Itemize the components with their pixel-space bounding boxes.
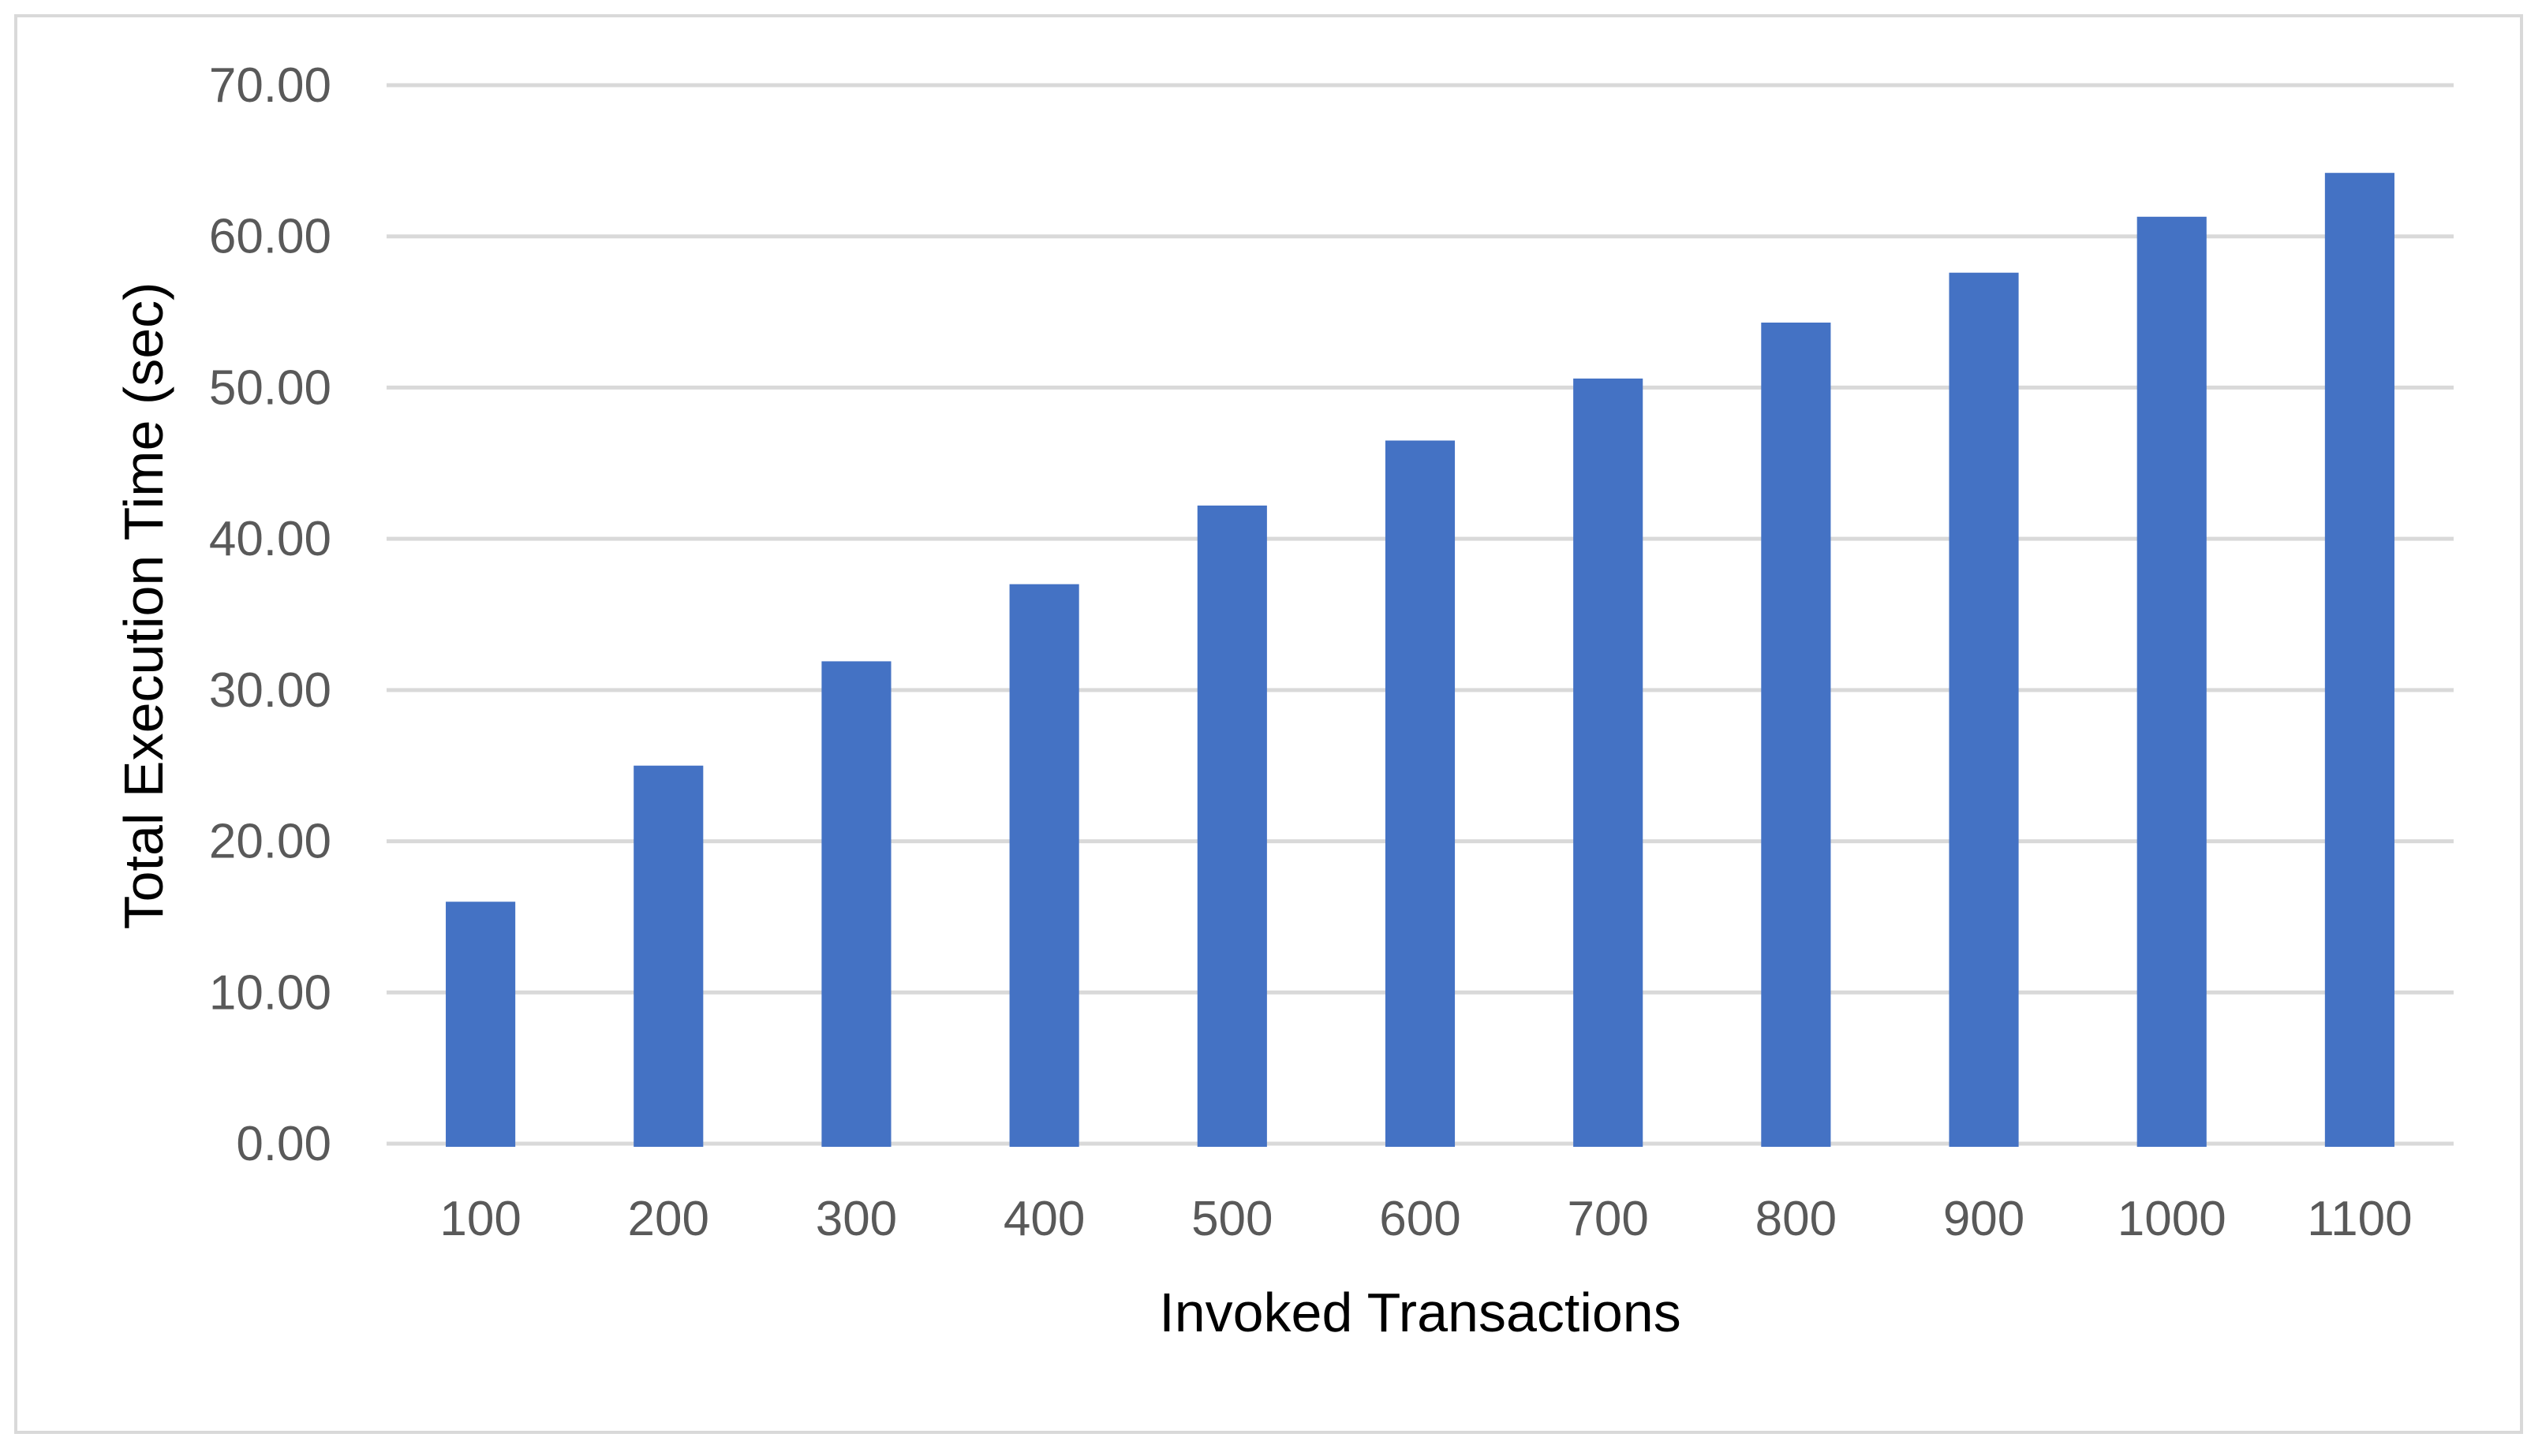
x-tick-label: 800 xyxy=(1755,1192,1837,1246)
x-tick-label: 300 xyxy=(816,1192,897,1246)
y-tick-label: 0.00 xyxy=(236,1117,331,1171)
x-tick-label: 1000 xyxy=(2118,1192,2226,1246)
y-tick-label: 40.00 xyxy=(209,512,331,566)
x-tick-label: 700 xyxy=(1567,1192,1648,1246)
bar-400 xyxy=(1009,584,1079,1147)
x-tick-label: 100 xyxy=(439,1192,521,1246)
bar-500 xyxy=(1197,505,1267,1147)
x-tick-label: 200 xyxy=(628,1192,709,1246)
bar-1000 xyxy=(2136,216,2207,1147)
x-axis-title: Invoked Transactions xyxy=(1159,1282,1680,1343)
bar-700 xyxy=(1573,378,1643,1147)
y-tick-label: 20.00 xyxy=(209,815,331,869)
x-tick-label: 600 xyxy=(1379,1192,1460,1246)
x-tick-label: 900 xyxy=(1943,1192,2024,1246)
chart-frame xyxy=(14,14,2523,1434)
bars xyxy=(446,173,2394,1147)
y-tick-label: 50.00 xyxy=(209,360,331,415)
bar-800 xyxy=(1761,322,1831,1147)
y-tick-label: 30.00 xyxy=(209,663,331,718)
bar-1100 xyxy=(2324,173,2394,1147)
x-tick-label: 500 xyxy=(1191,1192,1273,1246)
x-tick-label: 1100 xyxy=(2307,1192,2412,1246)
bar-600 xyxy=(1385,440,1456,1147)
x-tick-label: 400 xyxy=(1004,1192,1085,1246)
bar-200 xyxy=(634,765,704,1147)
bar-300 xyxy=(821,661,892,1147)
bar-900 xyxy=(1949,272,2019,1147)
y-tick-label: 60.00 xyxy=(209,210,331,264)
x-axis-ticks: 100 200 300 400 500 600 700 800 900 1000 1100 xyxy=(439,1192,2412,1246)
y-axis-title: Total Execution Time (sec) xyxy=(113,282,174,930)
y-axis-ticks: 0.00 10.00 20.00 30.00 40.00 50.00 60.00 70.00 xyxy=(209,58,331,1171)
y-tick-label: 10.00 xyxy=(209,965,331,1020)
bar-100 xyxy=(446,902,516,1147)
y-tick-label: 70.00 xyxy=(209,58,331,113)
